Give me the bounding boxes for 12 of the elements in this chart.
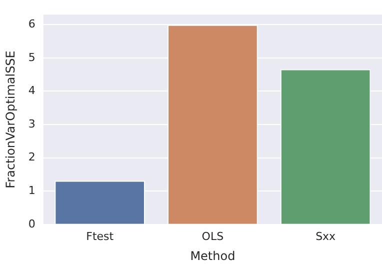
y-tick-label: 3 [28,117,36,130]
x-axis-title: Method [190,248,236,263]
x-tick-label: OLS [202,230,224,243]
y-tick-label: 0 [28,217,36,230]
y-tick-label: 6 [28,17,36,30]
y-tick-label: 4 [28,84,36,98]
x-tick-label: Ftest [86,230,114,243]
y-tick-label: 5 [28,50,36,64]
y-axis-title: FractionVarOptimalSSE [3,50,18,188]
y-tick-label: 2 [28,150,36,164]
x-tick-label: Sxx [316,230,336,243]
y-tick-label: 1 [28,184,36,197]
